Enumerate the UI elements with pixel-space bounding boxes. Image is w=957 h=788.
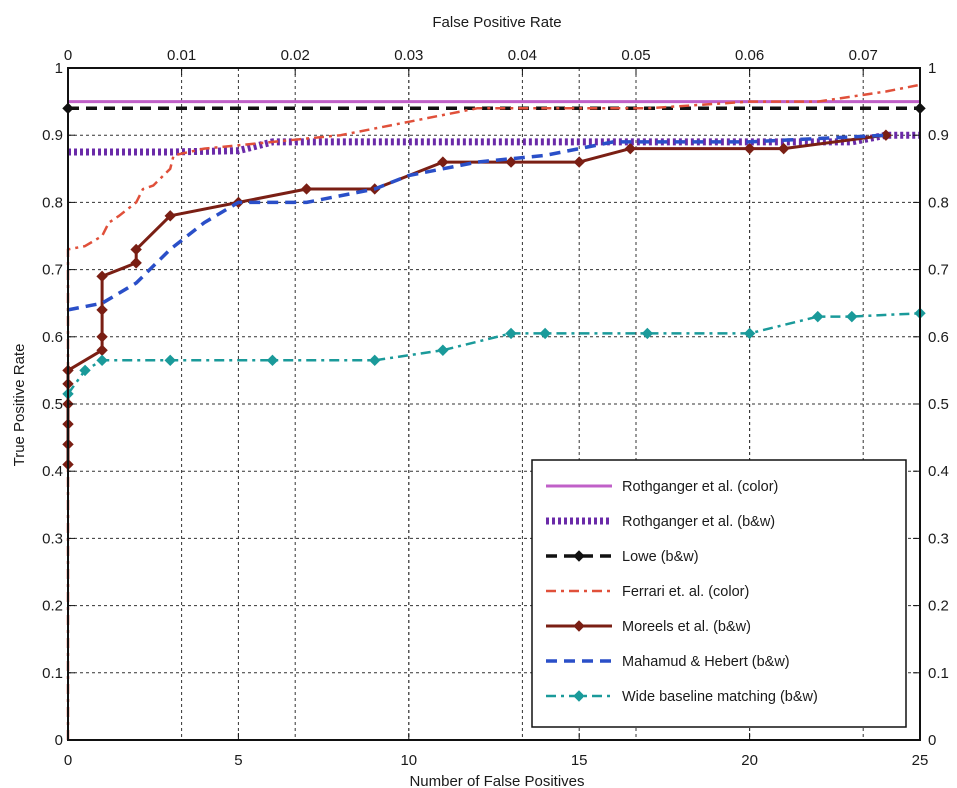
y-tick-label-6: 0.6: [42, 329, 63, 346]
legend-entry-4: Moreels et al. (b&w): [546, 619, 751, 635]
legend-entry-1: Rothganger et al. (b&w): [546, 514, 775, 530]
series-3: [66, 83, 921, 740]
x-tick-label-4: 20: [741, 752, 758, 769]
y-tick-label-1: 0.1: [42, 665, 63, 682]
top-tick-label-7: 0.07: [849, 47, 878, 64]
series-4-point-21: [777, 142, 790, 155]
legend-marker-6: [573, 690, 585, 702]
series-4-point-12: [164, 210, 176, 222]
right-y-tick-label-8: 0.8: [928, 194, 949, 211]
legend-label-6: Wide baseline matching (b&w): [622, 689, 818, 705]
top-tick-label-0: 0: [64, 47, 72, 64]
series-6-point-11: [812, 310, 824, 323]
top-tick-label-4: 0.04: [508, 47, 537, 64]
series-4-point-17: [505, 156, 517, 168]
series-4-point-8: [96, 304, 108, 316]
series-4-point-20: [743, 142, 756, 155]
right-y-tick-label-5: 0.5: [928, 396, 949, 413]
legend-entries: Rothganger et al. (color) Rothganger et a…: [546, 479, 818, 705]
legend-entry-2: Lowe (b&w): [546, 549, 699, 565]
series-6-point-9: [641, 327, 654, 340]
top-tick-label-6: 0.06: [735, 47, 764, 64]
series-4-point-22: [880, 129, 892, 141]
top-tick-label-1: 0.01: [167, 47, 196, 64]
right-y-tick-label-3: 0.3: [928, 530, 949, 547]
legend-marker-4: [573, 620, 585, 632]
y-axis-title: True Positive Rate: [11, 344, 28, 467]
x-tick-label-0: 0: [64, 752, 72, 769]
legend-entry-0: Rothganger et al. (color): [546, 479, 778, 495]
series-5: [67, 133, 886, 312]
x-tick-label-2: 10: [400, 752, 417, 769]
legend-entry-6: Wide baseline matching (b&w): [546, 689, 818, 705]
right-y-tick-label-6: 0.6: [928, 329, 949, 346]
bottom-axis-title: Number of False Positives: [409, 773, 584, 788]
right-y-tick-label-10: 1: [928, 60, 936, 77]
y-tick-label-7: 0.7: [42, 262, 63, 279]
top-axis-title: False Positive Rate: [432, 14, 561, 31]
legend: Rothganger et al. (color) Rothganger et a…: [531, 459, 907, 728]
y-tick-label-3: 0.3: [42, 530, 63, 547]
top-tick-label-2: 0.02: [281, 47, 310, 64]
y-tick-label-8: 0.8: [42, 194, 63, 211]
y-tick-label-10: 1: [55, 60, 63, 77]
series-1: [68, 131, 920, 156]
series-4-point-7: [96, 331, 108, 343]
y-tick-label-2: 0.2: [42, 598, 63, 615]
series-6-point-12: [846, 310, 858, 323]
series-6-point-10: [743, 327, 756, 340]
right-y-tick-label-4: 0.4: [928, 463, 949, 480]
series-4-point-9: [96, 270, 108, 283]
right-y-tick-label-1: 0.1: [928, 665, 949, 682]
series-4-point-18: [573, 156, 585, 168]
legend-label-1: Rothganger et al. (b&w): [622, 514, 775, 530]
y-tick-label-9: 0.9: [42, 127, 63, 144]
legend-label-5: Mahamud & Hebert (b&w): [622, 654, 790, 670]
series-4-point-14: [300, 183, 313, 195]
series-6-point-1: [79, 364, 91, 377]
series-6-point-4: [266, 354, 279, 367]
y-tick-label-4: 0.4: [42, 463, 63, 480]
series-1-line: [68, 131, 920, 156]
legend-box: [531, 459, 907, 728]
series-6-point-5: [369, 354, 381, 367]
series-6: [62, 307, 926, 400]
top-tick-label-3: 0.03: [394, 47, 423, 64]
series-5-line: [67, 133, 886, 312]
right-y-tick-label-9: 0.9: [928, 127, 949, 144]
tick-labels: 0 5 10 15 20 250 0.01 0.02 0.03 0.04 0.05 0.06 0.070…: [42, 47, 949, 769]
legend-label-4: Moreels et al. (b&w): [622, 619, 751, 635]
series-group: [62, 83, 926, 740]
y-tick-label-5: 0.5: [42, 396, 63, 413]
series-6-point-8: [539, 327, 551, 340]
legend-entry-5: Mahamud & Hebert (b&w): [546, 654, 790, 670]
series-3-line: [66, 83, 921, 740]
x-tick-label-5: 25: [912, 752, 929, 769]
series-6-point-7: [505, 327, 517, 340]
legend-label-3: Ferrari et. al. (color): [622, 584, 749, 600]
y-tick-label-0: 0: [55, 732, 63, 749]
right-y-tick-label-2: 0.2: [928, 598, 949, 615]
series-4-point-19: [624, 142, 637, 155]
series-4-point-10: [130, 257, 142, 269]
top-tick-label-5: 0.05: [621, 47, 650, 64]
series-6-point-6: [437, 344, 449, 356]
right-y-tick-label-7: 0.7: [928, 262, 949, 279]
x-tick-label-1: 5: [234, 752, 242, 769]
right-y-tick-label-0: 0: [928, 732, 936, 749]
legend-label-0: Rothganger et al. (color): [622, 479, 778, 495]
x-tick-label-3: 15: [571, 752, 588, 769]
legend-entry-3: Ferrari et. al. (color): [546, 584, 749, 600]
legend-marker-2: [573, 550, 585, 562]
legend-label-2: Lowe (b&w): [622, 549, 699, 565]
series-6-point-3: [164, 354, 176, 367]
series-6-point-2: [96, 354, 108, 367]
series-4-point-11: [130, 243, 142, 256]
